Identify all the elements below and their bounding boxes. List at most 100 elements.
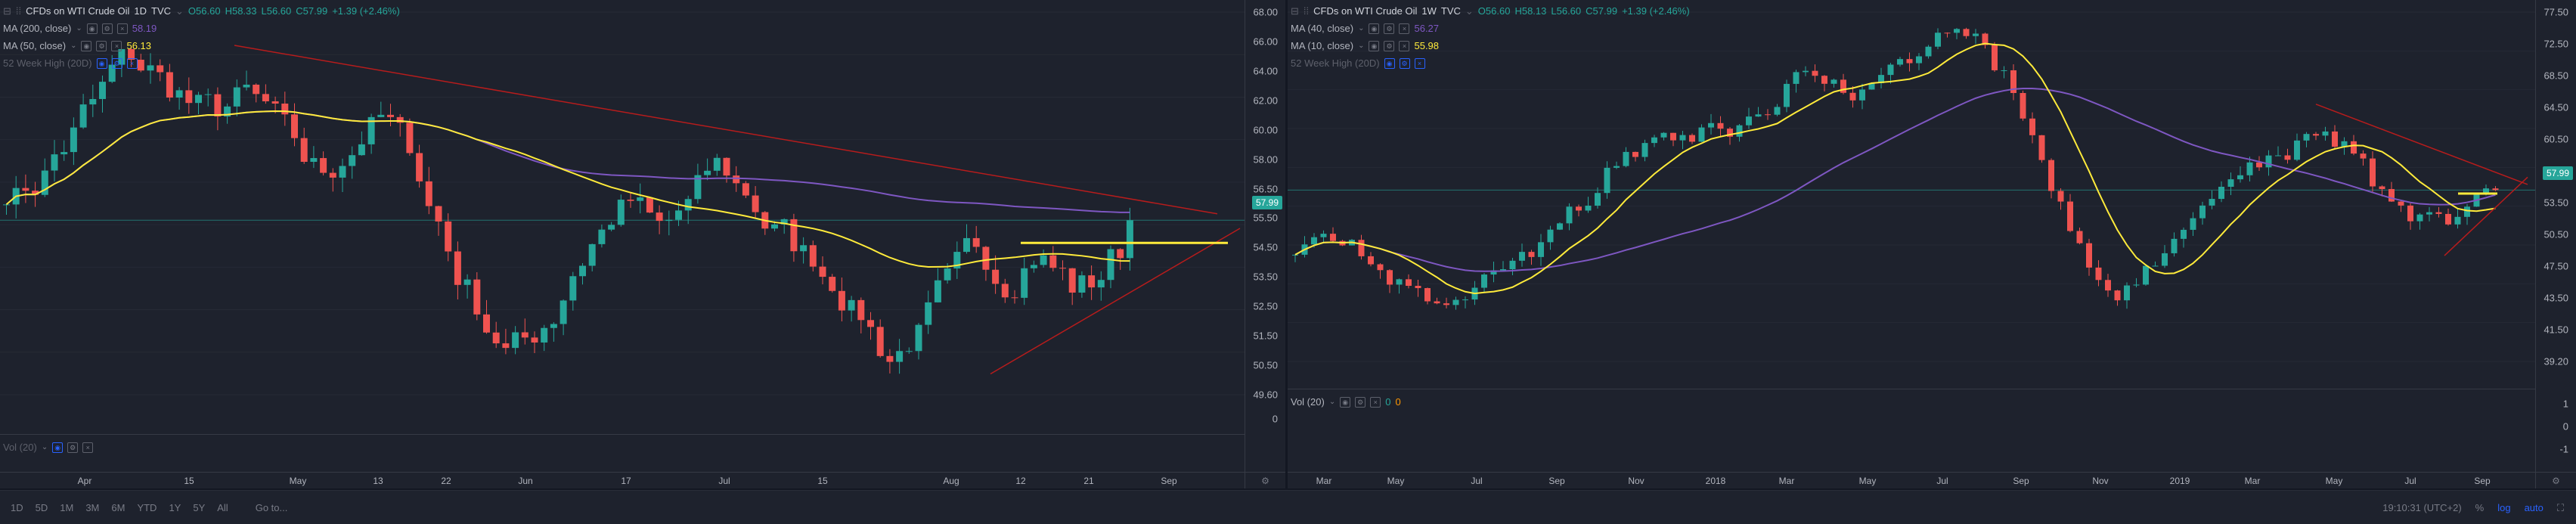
- candle-body: [253, 84, 260, 95]
- weekly-ma10-label[interactable]: MA (10, close): [1291, 40, 1354, 51]
- weekly-title-row[interactable]: ⊟ ⁞⁞ CFDs on WTI Crude Oil 1W TVC ⌄ O56.…: [1291, 2, 1690, 20]
- range-button-1m[interactable]: 1M: [60, 501, 74, 513]
- auto-toggle[interactable]: auto: [2524, 502, 2543, 513]
- daily-volume-label[interactable]: Vol (20): [3, 442, 37, 453]
- bottom-right-controls: 19:10:31 (UTC+2) % log auto ⛶: [2382, 491, 2576, 524]
- daily-ma50-label[interactable]: MA (50, close): [3, 40, 67, 51]
- weekly-volume-row[interactable]: Vol (20) ⌄ ◉ ⚙ × 0 0: [1291, 393, 1401, 411]
- daily-chart-pane[interactable]: ⊟ ⁞⁞ CFDs on WTI Crude Oil 1D TVC ⌄ O56.…: [0, 0, 1285, 488]
- eye-icon[interactable]: ◉: [96, 57, 107, 69]
- candle-body: [425, 181, 432, 206]
- daily-time-axis[interactable]: Apr 15 May 13 22 Jun 17 Jul 15 Aug 12 21 Sep: [0, 472, 1245, 488]
- candle-body: [704, 170, 711, 175]
- candle-body: [1424, 288, 1431, 302]
- eye-icon[interactable]: ◉: [81, 40, 92, 51]
- log-toggle[interactable]: log: [2497, 502, 2511, 513]
- weekly-time-axis[interactable]: Mar May Jul Sep Nov 2018 Mar May Jul Sep Nov 2019 Ma…: [1288, 472, 2535, 488]
- close-icon[interactable]: ×: [1399, 40, 1410, 51]
- close-icon[interactable]: ×: [111, 40, 122, 51]
- range-button-3m[interactable]: 3M: [85, 501, 100, 513]
- range-button-6m[interactable]: 6M: [111, 501, 126, 513]
- weekly-52wk-row[interactable]: 52 Week High (20D) ◉ ⚙ ×: [1291, 54, 1690, 72]
- weekly-ma10-row[interactable]: MA (10, close) ⌄ ◉ ⚙ × 55.98: [1291, 37, 1690, 54]
- chevron-down-icon[interactable]: ⌄: [76, 24, 82, 33]
- close-icon[interactable]: ×: [1370, 396, 1381, 408]
- close-icon[interactable]: ×: [126, 57, 138, 69]
- weekly-ma40-label[interactable]: MA (40, close): [1291, 23, 1354, 34]
- dots-icon[interactable]: ⁞⁞: [1303, 5, 1310, 17]
- daily-interval[interactable]: 1D: [134, 5, 147, 17]
- volume-divider[interactable]: [0, 434, 1245, 435]
- chevron-down-icon[interactable]: ⌄: [41, 443, 48, 451]
- daily-symbol[interactable]: CFDs on WTI Crude Oil: [26, 5, 130, 17]
- range-button-ytd[interactable]: YTD: [137, 501, 157, 513]
- settings-icon[interactable]: ⚙: [1384, 23, 1395, 34]
- eye-icon[interactable]: ◉: [1369, 23, 1380, 34]
- clock-timezone[interactable]: 19:10:31 (UTC+2): [2382, 502, 2462, 513]
- time-axis-label: Sep: [2013, 476, 2029, 486]
- goto-button[interactable]: Go to...: [255, 501, 288, 513]
- settings-icon[interactable]: ⚙: [96, 40, 107, 51]
- daily-price-plot[interactable]: [0, 0, 1245, 488]
- weekly-interval[interactable]: 1W: [1421, 5, 1437, 17]
- chevron-down-icon[interactable]: ⌄: [1358, 42, 1365, 50]
- daily-52wk-label[interactable]: 52 Week High (20D): [3, 57, 92, 69]
- range-button-1y[interactable]: 1Y: [169, 501, 181, 513]
- settings-icon[interactable]: ⚙: [1384, 40, 1395, 51]
- weekly-open: O56.60: [1477, 5, 1511, 17]
- candle-body: [2001, 70, 2007, 71]
- daily-price-axis[interactable]: 68.00 66.00 64.00 62.00 60.00 58.00 56.50 55.50…: [1245, 0, 1285, 472]
- dots-icon[interactable]: ⁞⁞: [15, 5, 22, 17]
- weekly-volume-label[interactable]: Vol (20): [1291, 396, 1325, 408]
- eye-icon[interactable]: ◉: [52, 442, 64, 453]
- candle-body: [2124, 285, 2130, 301]
- candle-body: [185, 90, 193, 104]
- ma-long-line: [5, 110, 1130, 213]
- time-axis-label: 15: [817, 476, 828, 486]
- candle-body: [1887, 64, 1894, 76]
- range-button-all[interactable]: All: [217, 501, 228, 513]
- daily-ma50-row[interactable]: MA (50, close) ⌄ ◉ ⚙ × 56.13: [3, 37, 400, 54]
- close-icon[interactable]: ×: [1414, 57, 1425, 69]
- eye-icon[interactable]: ◉: [1384, 57, 1395, 69]
- close-icon[interactable]: ×: [116, 23, 128, 34]
- daily-ma200-row[interactable]: MA (200, close) ⌄ ◉ ⚙ × 58.19: [3, 20, 400, 37]
- candle-body: [1717, 122, 1724, 129]
- weekly-symbol[interactable]: CFDs on WTI Crude Oil: [1313, 5, 1418, 17]
- time-axis-label: Mar: [2244, 476, 2261, 486]
- weekly-price-axis[interactable]: 77.5072.5068.5064.5060.5056.5053.5050.50…: [2535, 0, 2576, 472]
- weekly-price-plot[interactable]: [1288, 0, 2535, 488]
- hide-icon[interactable]: ⊟: [1291, 5, 1299, 17]
- close-icon[interactable]: ×: [82, 442, 94, 453]
- candle-body: [406, 122, 414, 153]
- settings-icon[interactable]: ⚙: [111, 57, 122, 69]
- daily-52wk-row[interactable]: 52 Week High (20D) ◉ ⚙ ×: [3, 54, 400, 72]
- weekly-chart-pane[interactable]: ⊟ ⁞⁞ CFDs on WTI Crude Oil 1W TVC ⌄ O56.…: [1288, 0, 2576, 488]
- candle-body: [22, 188, 29, 191]
- daily-volume-row[interactable]: Vol (20) ⌄ ◉ ⚙ ×: [3, 439, 94, 456]
- range-button-1d[interactable]: 1D: [11, 501, 23, 513]
- chevron-down-icon[interactable]: ⌄: [1358, 24, 1365, 33]
- chevron-down-icon[interactable]: ⌄: [1328, 398, 1336, 406]
- chevron-down-icon[interactable]: ⌄: [70, 42, 77, 50]
- close-icon[interactable]: ×: [1399, 23, 1410, 34]
- settings-icon[interactable]: ⚙: [1355, 396, 1366, 408]
- settings-icon[interactable]: ⚙: [101, 23, 113, 34]
- settings-icon[interactable]: ⚙: [1399, 57, 1410, 69]
- eye-icon[interactable]: ◉: [86, 23, 98, 34]
- eye-icon[interactable]: ◉: [1340, 396, 1351, 408]
- eye-icon[interactable]: ◉: [1369, 40, 1380, 51]
- fullscreen-icon[interactable]: ⛶: [2556, 501, 2564, 513]
- hide-icon[interactable]: ⊟: [3, 5, 11, 17]
- range-button-5y[interactable]: 5Y: [193, 501, 206, 513]
- settings-icon[interactable]: ⚙: [1245, 472, 1285, 488]
- candle-body: [1840, 79, 1846, 93]
- percent-toggle[interactable]: %: [2475, 502, 2485, 513]
- settings-icon[interactable]: ⚙: [2535, 472, 2576, 488]
- settings-icon[interactable]: ⚙: [67, 442, 79, 453]
- range-button-5d[interactable]: 5D: [35, 501, 48, 513]
- daily-title-row[interactable]: ⊟ ⁞⁞ CFDs on WTI Crude Oil 1D TVC ⌄ O56.…: [3, 2, 400, 20]
- weekly-52wk-label[interactable]: 52 Week High (20D): [1291, 57, 1380, 69]
- daily-ma200-label[interactable]: MA (200, close): [3, 23, 72, 34]
- weekly-ma40-row[interactable]: MA (40, close) ⌄ ◉ ⚙ × 56.27: [1291, 20, 1690, 37]
